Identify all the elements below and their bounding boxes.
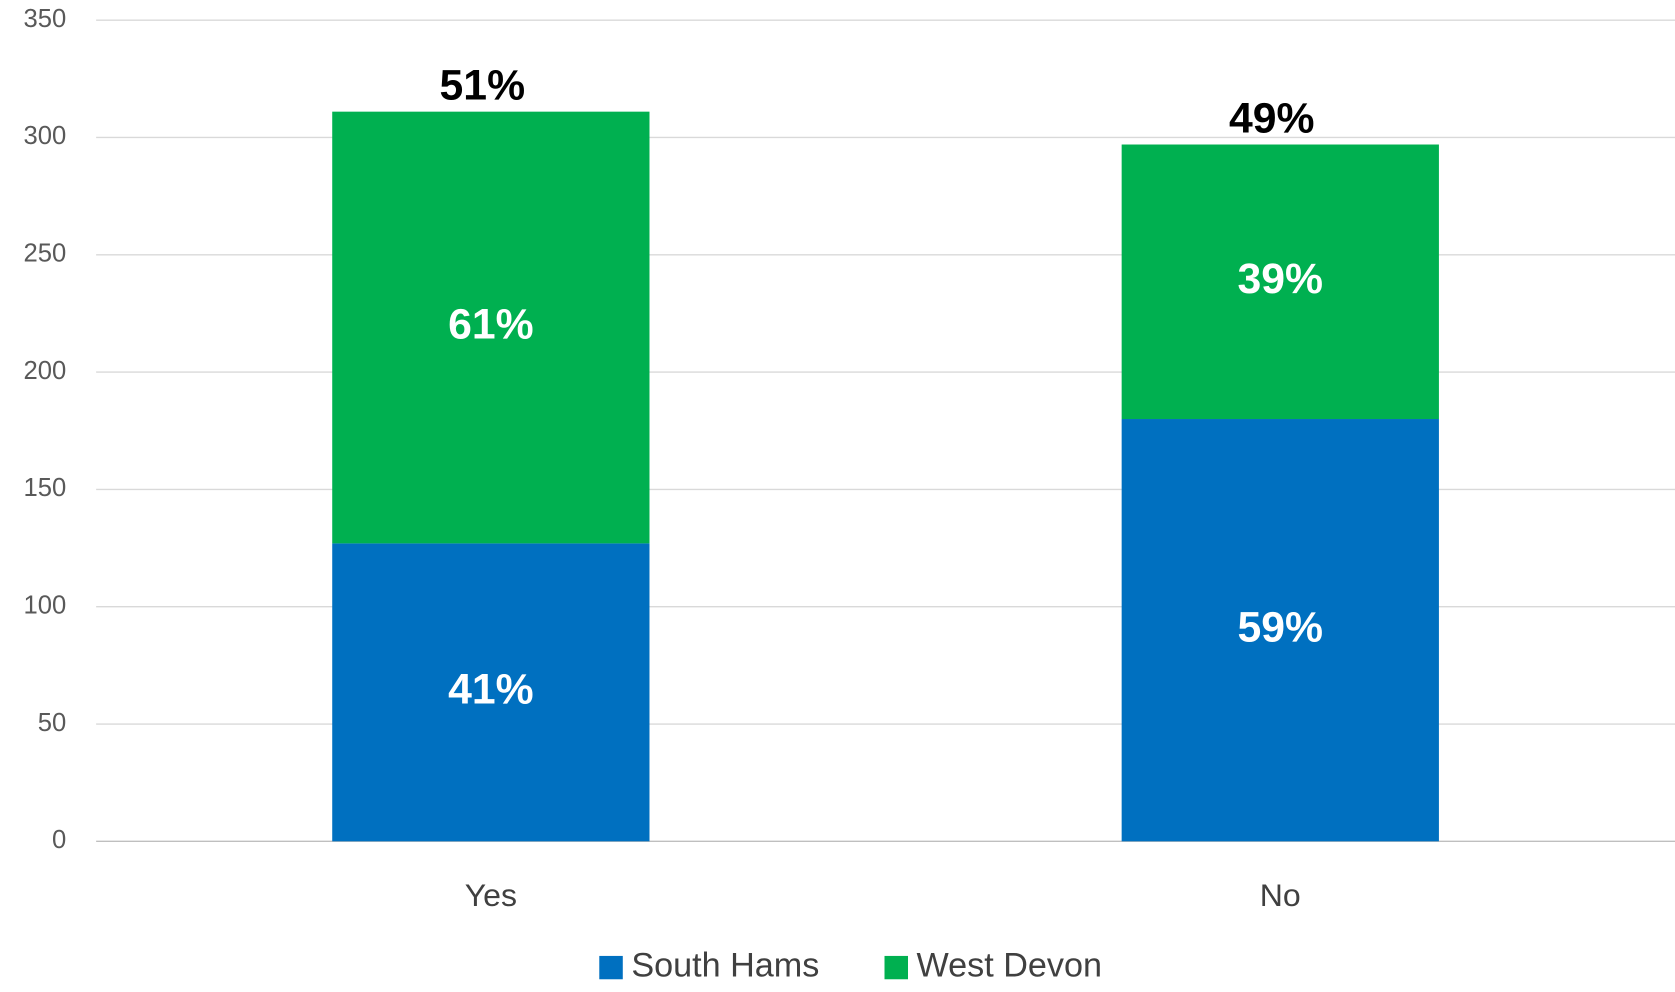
- bar-segment: [332, 111, 650, 544]
- y-tick-label: 300: [23, 122, 66, 150]
- legend-label: West Devon: [917, 947, 1102, 985]
- y-tick-label: 0: [52, 826, 66, 854]
- y-tick-label: 250: [23, 240, 66, 268]
- legend-swatch: [884, 955, 909, 980]
- data-label: 59%: [1238, 604, 1324, 652]
- bar-segment: [1121, 144, 1439, 420]
- y-tick-label: 50: [38, 709, 67, 737]
- total-label: 51%: [440, 62, 526, 110]
- data-label: 61%: [448, 301, 534, 349]
- total-label: 49%: [1229, 95, 1315, 143]
- x-tick-label: No: [1260, 877, 1301, 913]
- y-tick-label: 100: [23, 592, 66, 620]
- y-tick-label: 350: [23, 5, 66, 33]
- x-tick-label: Yes: [465, 877, 517, 913]
- legend-label: South Hams: [631, 947, 819, 985]
- bar-segment: [332, 543, 650, 842]
- bar-segment: [1121, 419, 1439, 842]
- y-tick-label: 150: [23, 474, 66, 502]
- legend-swatch: [599, 955, 623, 980]
- data-label: 39%: [1238, 255, 1324, 303]
- data-label: 41%: [448, 666, 534, 714]
- y-tick-label: 200: [23, 357, 66, 385]
